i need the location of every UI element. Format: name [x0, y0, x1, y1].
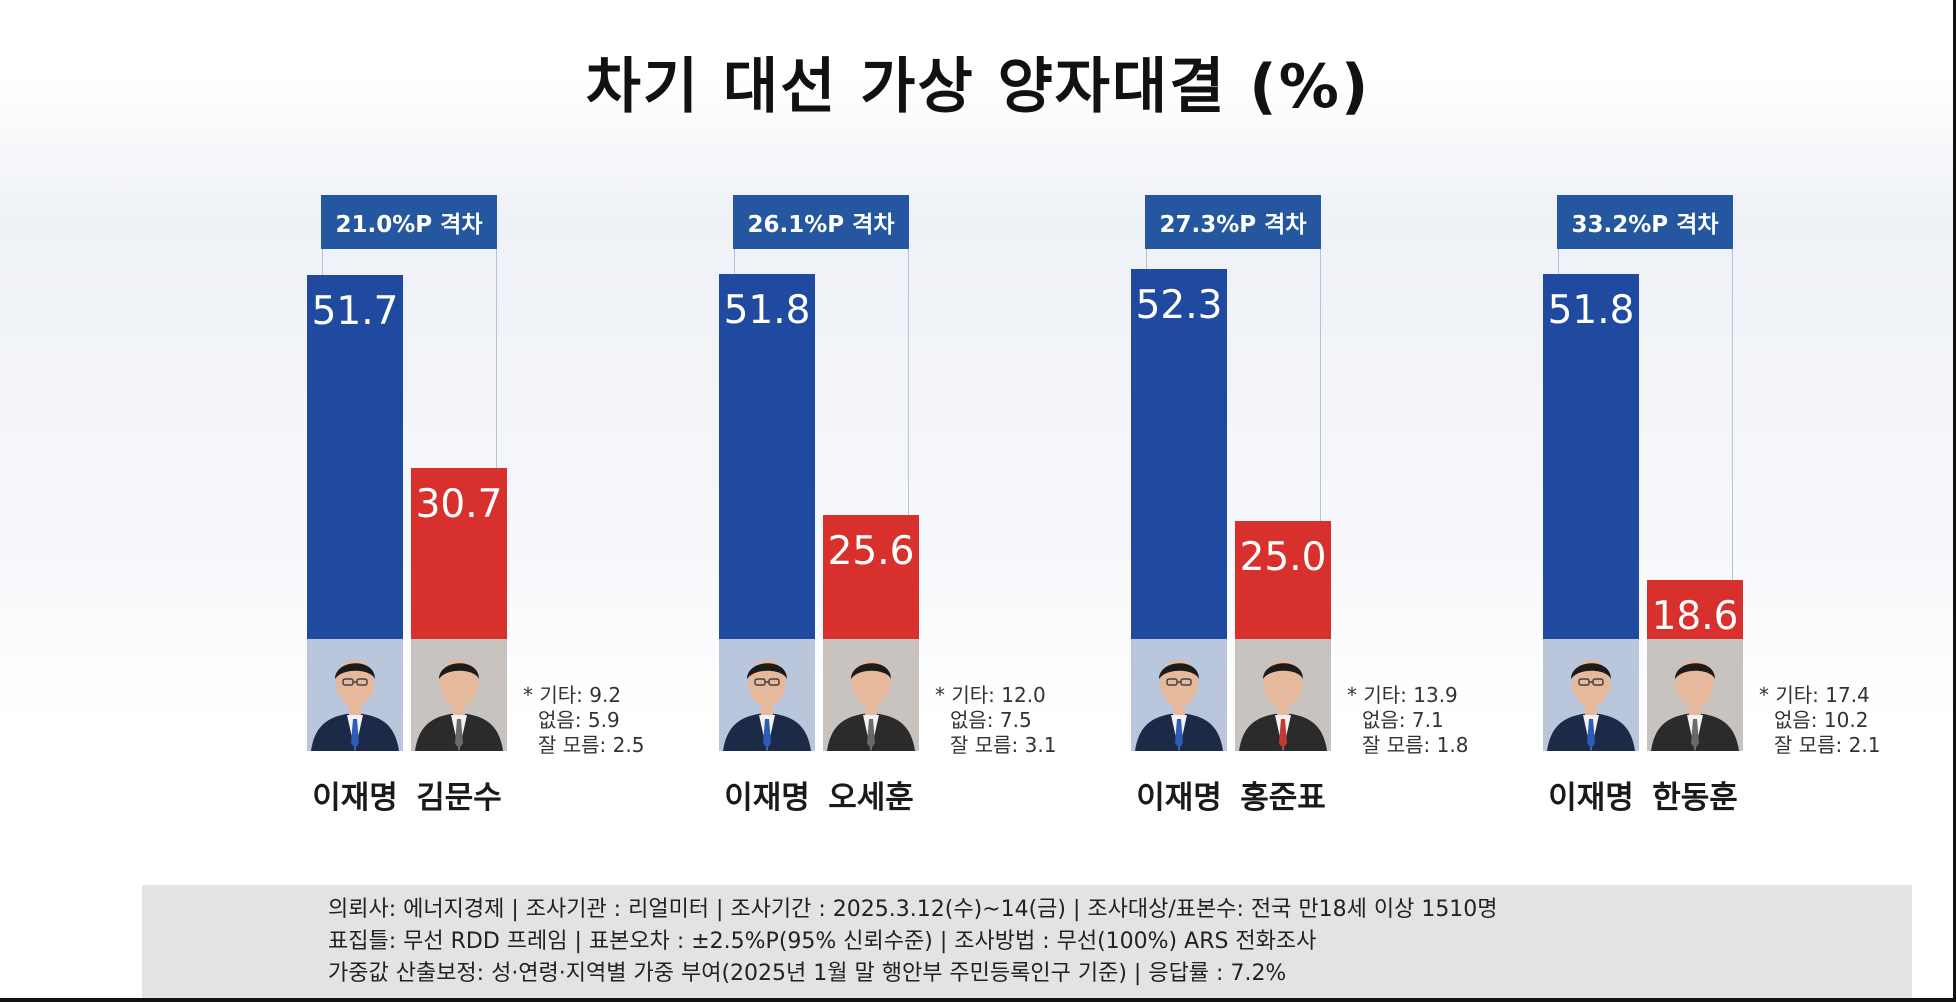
bar-value-label: 52.3 — [1135, 283, 1223, 329]
other-responses-note: * 기타: 13.9 없음: 7.1 잘 모름: 1.8 — [1347, 683, 1468, 758]
survey-info-line-3: 가중값 산출보정: 성·연령·지역별 가중 부여(2025년 1월 말 행안부 … — [328, 961, 1287, 986]
other-responses-note: * 기타: 17.4 없음: 10.2 잘 모름: 2.1 — [1759, 683, 1880, 758]
gap-guide-line — [1732, 249, 1733, 580]
note-line: 잘 모름: 1.8 — [1362, 733, 1469, 757]
gap-badge: 27.3%P 격차 — [1145, 195, 1321, 249]
gap-guide-line — [496, 249, 497, 469]
candidate-photo — [719, 639, 815, 751]
note-line: 잘 모름: 2.1 — [1774, 733, 1881, 757]
bar-value-label: 25.6 — [827, 529, 915, 575]
note-line: 없음: 5.9 — [538, 708, 620, 732]
candidate-name: 이재명 — [312, 780, 398, 816]
candidate-photo — [411, 639, 507, 751]
gap-guide-line — [1320, 249, 1321, 521]
candidate-name: 이재명 — [724, 780, 810, 816]
gap-guide-line — [1146, 249, 1147, 270]
survey-info-line-1: 의뢰사: 에너지경제 | 조사기관 : 리얼미터 | 조사기간 : 2025.3… — [328, 897, 1498, 922]
chart-title: 차기 대선 가상 양자대결 (%) — [585, 52, 1371, 122]
candidate-name: 이재명 — [1548, 780, 1634, 816]
candidate-photo — [307, 639, 403, 751]
note-line: * 기타: 13.9 — [1347, 683, 1458, 707]
bar-value-label: 51.7 — [311, 289, 399, 334]
note-line: * 기타: 9.2 — [523, 683, 622, 707]
bar-value-label: 25.0 — [1239, 534, 1327, 580]
note-line: * 기타: 17.4 — [1759, 683, 1870, 707]
note-line: 없음: 7.5 — [950, 708, 1032, 732]
gap-badge: 33.2%P 격차 — [1557, 195, 1733, 249]
note-line: 잘 모름: 2.5 — [538, 733, 645, 757]
note-line: 없음: 7.1 — [1362, 708, 1444, 732]
gap-badge: 21.0%P 격차 — [321, 195, 497, 249]
candidate-photo — [1235, 639, 1331, 751]
candidate-name: 이재명 — [1136, 780, 1222, 816]
candidate-photo — [1543, 639, 1639, 751]
gap-guide-line — [908, 249, 909, 516]
note-line: * 기타: 12.0 — [935, 683, 1046, 707]
survey-info-line-2: 표집틀: 무선 RDD 프레임 | 표본오차 : ±2.5%P(95% 신뢰수준… — [328, 929, 1317, 954]
candidate-name: 오세훈 — [828, 780, 914, 816]
candidate-photo — [1647, 639, 1743, 751]
gap-guide-line — [322, 249, 323, 275]
survey-info-box: 의뢰사: 에너지경제 | 조사기관 : 리얼미터 | 조사기간 : 2025.3… — [142, 885, 1912, 998]
bar-value-label: 51.8 — [723, 288, 811, 334]
other-responses-note: * 기타: 12.0 없음: 7.5 잘 모름: 3.1 — [935, 683, 1056, 758]
candidate-photo — [823, 639, 919, 751]
bar-value-label: 18.6 — [1651, 593, 1739, 639]
candidate-name: 김문수 — [416, 780, 502, 816]
gap-badge: 26.1%P 격차 — [733, 195, 909, 249]
bar-value-label: 30.7 — [415, 482, 503, 528]
frame-border — [1953, 0, 1956, 1002]
note-line: 잘 모름: 3.1 — [950, 733, 1057, 757]
bar-value-label: 51.8 — [1547, 288, 1635, 334]
other-responses-note: * 기타: 9.2 없음: 5.9 잘 모름: 2.5 — [523, 683, 644, 758]
note-line: 없음: 10.2 — [1774, 708, 1869, 732]
gap-guide-line — [1558, 249, 1559, 275]
candidate-name: 홍준표 — [1240, 780, 1326, 816]
candidate-photo — [1131, 639, 1227, 751]
candidate-name: 한동훈 — [1652, 780, 1738, 816]
gap-guide-line — [734, 249, 735, 275]
